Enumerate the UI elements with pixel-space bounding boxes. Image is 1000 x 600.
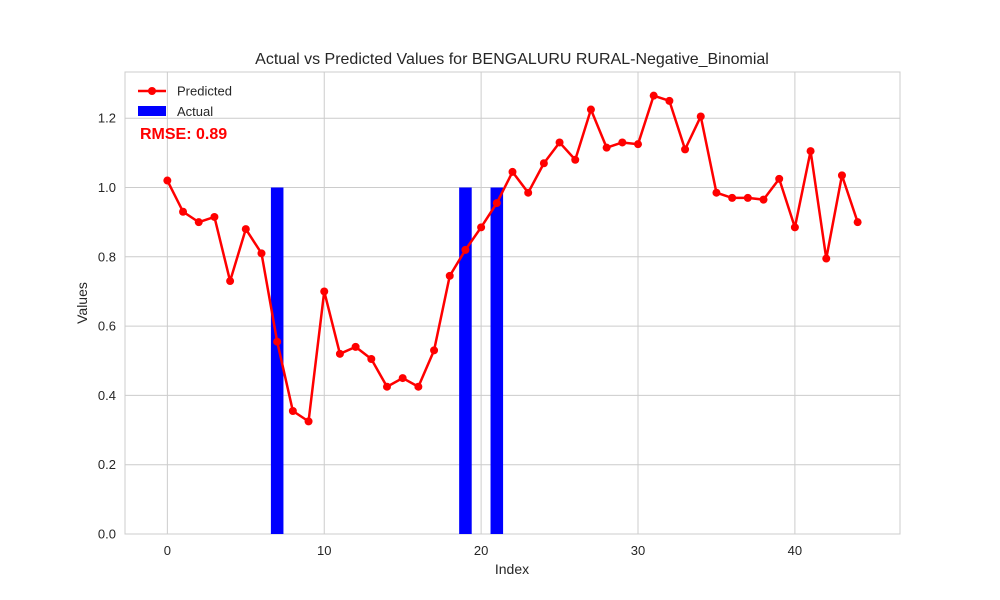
predicted-point (618, 138, 627, 147)
plot-area (124, 71, 901, 535)
predicted-point (759, 195, 768, 204)
predicted-point (728, 193, 737, 202)
predicted-point (320, 287, 329, 296)
x-tick-labels: 0 10 20 30 40 (164, 543, 802, 558)
legend-predicted-marker (148, 87, 156, 95)
predicted-point (351, 342, 360, 351)
predicted-point (837, 171, 846, 180)
predicted-point (665, 96, 674, 105)
predicted-point (696, 112, 705, 121)
predicted-point (414, 382, 423, 391)
predicted-point (241, 225, 250, 234)
predicted-point (681, 145, 690, 154)
predicted-point (634, 140, 643, 149)
x-tick-label: 10 (317, 543, 331, 558)
predicted-point (492, 199, 501, 208)
y-tick-label: 0.2 (98, 457, 116, 472)
predicted-point (775, 174, 784, 183)
predicted-point (806, 147, 815, 156)
predicted-point (853, 218, 862, 227)
predicted-point (335, 349, 344, 358)
x-tick-label: 0 (164, 543, 171, 558)
predicted-point (273, 337, 282, 346)
x-tick-label: 40 (788, 543, 802, 558)
x-axis-label: Index (495, 561, 529, 577)
predicted-point (649, 91, 658, 100)
predicted-point (304, 417, 313, 426)
y-tick-label: 0.6 (98, 319, 116, 334)
y-tick-label: 0.0 (98, 527, 116, 542)
actual-bar (459, 187, 472, 534)
y-tick-label: 0.4 (98, 388, 116, 403)
predicted-point (712, 188, 721, 197)
y-tick-labels: 0.0 0.2 0.4 0.6 0.8 1.0 1.2 (98, 111, 116, 542)
predicted-point (461, 245, 470, 254)
predicted-line (163, 91, 862, 426)
predicted-point (445, 271, 454, 280)
legend-predicted-label: Predicted (177, 84, 232, 99)
predicted-point (477, 223, 486, 232)
x-tick-label: 30 (631, 543, 645, 558)
grid-lines (125, 72, 900, 535)
predicted-point (257, 249, 266, 258)
predicted-point (163, 176, 172, 185)
predicted-point (822, 254, 831, 263)
predicted-point (790, 223, 799, 232)
rmse-annotation: RMSE: 0.89 (140, 126, 227, 143)
actual-bars (270, 187, 504, 534)
y-tick-label: 0.8 (98, 249, 116, 264)
predicted-point (586, 105, 595, 114)
legend-actual-label: Actual (177, 104, 213, 119)
predicted-point (602, 143, 611, 152)
y-axis-label: Values (74, 282, 90, 324)
legend: Predicted Actual (138, 84, 232, 119)
predicted-point (194, 218, 203, 227)
legend-actual-swatch (138, 106, 166, 116)
predicted-point (226, 277, 235, 286)
predicted-point (508, 167, 517, 176)
predicted-point (539, 159, 548, 168)
predicted-point (210, 212, 219, 221)
predicted-point (398, 374, 407, 383)
chart-title: Actual vs Predicted Values for BENGALURU… (255, 51, 769, 68)
predicted-point (524, 188, 533, 197)
actual-bar (270, 187, 284, 534)
actual-bar (490, 187, 504, 534)
predicted-point (571, 155, 580, 164)
predicted-point (430, 346, 439, 355)
predicted-point (743, 193, 752, 202)
predicted-point (288, 406, 297, 415)
predicted-point (555, 138, 564, 147)
x-tick-label: 20 (474, 543, 488, 558)
predicted-point (382, 382, 391, 391)
predicted-point (367, 355, 376, 364)
predicted-point (179, 207, 188, 216)
y-tick-label: 1.2 (98, 111, 116, 126)
y-tick-label: 1.0 (98, 180, 116, 195)
